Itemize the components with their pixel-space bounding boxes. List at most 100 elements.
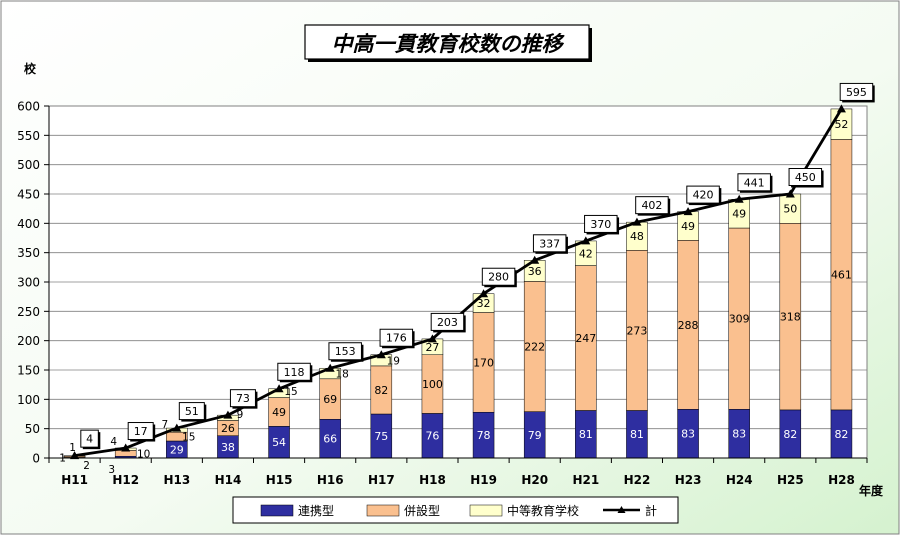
x-tick-label: H23 bbox=[675, 473, 702, 487]
legend-swatch-chuto bbox=[469, 504, 503, 517]
segment-label-heisetsu: 309 bbox=[729, 313, 750, 326]
x-tick-label: H25 bbox=[777, 473, 804, 487]
total-label: 280 bbox=[488, 271, 509, 284]
total-label-box bbox=[788, 168, 823, 186]
total-label-box bbox=[839, 82, 874, 101]
total-point-marker bbox=[427, 334, 437, 343]
total-point-marker bbox=[121, 443, 131, 452]
segment-label-renkei: 79 bbox=[528, 429, 542, 442]
segment-label-heisetsu: 288 bbox=[678, 319, 699, 332]
segment-label-chuto: 1 bbox=[69, 442, 76, 454]
total-point-marker bbox=[223, 410, 233, 419]
x-tick-label: H24 bbox=[726, 473, 753, 487]
total-label-box bbox=[532, 234, 567, 253]
segment-label-chuto: 48 bbox=[630, 230, 644, 243]
segment-label-chuto: 19 bbox=[387, 355, 400, 367]
total-point-marker bbox=[172, 423, 182, 432]
total-label: 73 bbox=[236, 392, 250, 405]
y-tick-label: 150 bbox=[17, 364, 40, 378]
total-point-marker bbox=[836, 104, 846, 113]
y-tick-label: 350 bbox=[17, 246, 40, 260]
legend-label-heisetsu: 併設型 bbox=[404, 503, 440, 518]
segment-label-heisetsu: 273 bbox=[626, 324, 647, 337]
segment-label-renkei: 38 bbox=[221, 441, 235, 454]
chart-title: 中高一貫教育校数の推移 bbox=[332, 32, 566, 56]
total-point-marker bbox=[376, 350, 386, 359]
total-point-marker bbox=[734, 194, 744, 203]
total-label: 370 bbox=[590, 218, 611, 231]
segment-label-chuto: 49 bbox=[681, 220, 695, 233]
segment-label-renkei: 29 bbox=[170, 443, 184, 456]
y-tick-label: 600 bbox=[17, 100, 40, 114]
total-label: 337 bbox=[539, 237, 560, 250]
total-label: 441 bbox=[744, 176, 765, 189]
segment-label-chuto: 15 bbox=[284, 386, 297, 398]
segment-label-renkei: 82 bbox=[834, 428, 848, 441]
total-label-box bbox=[686, 185, 720, 204]
x-tick-label: H12 bbox=[112, 473, 139, 487]
y-tick-label: 250 bbox=[17, 305, 40, 319]
total-label: 203 bbox=[437, 316, 458, 329]
total-point-marker bbox=[325, 363, 335, 372]
total-label: 595 bbox=[846, 86, 867, 99]
segment-label-chuto: 27 bbox=[425, 341, 439, 354]
total-label-box bbox=[481, 267, 516, 286]
segment-label-heisetsu: 10 bbox=[137, 448, 150, 460]
segment-label-renkei: 3 bbox=[108, 464, 115, 476]
segment-label-renkei: 83 bbox=[732, 428, 746, 441]
legend-label-renkei: 連携型 bbox=[298, 503, 334, 518]
total-label: 402 bbox=[641, 199, 662, 212]
total-label-box bbox=[430, 312, 465, 331]
y-tick-label: 450 bbox=[17, 188, 40, 202]
legend-swatch-renkei bbox=[260, 504, 294, 517]
segment-label-heisetsu: 82 bbox=[374, 384, 388, 397]
total-label: 450 bbox=[795, 171, 816, 184]
y-tick-label: 200 bbox=[17, 334, 40, 348]
x-axis: H11 H12 H13 H14 H15 H16 H17 H18 H19 H20 H21 H22 H23 H… bbox=[48, 457, 868, 487]
x-tick-label: H14 bbox=[215, 473, 242, 487]
segment-label-renkei: 82 bbox=[783, 428, 797, 441]
total-label: 17 bbox=[134, 425, 148, 438]
segment-label-renkei: 54 bbox=[272, 436, 286, 449]
segment-label-chuto: 36 bbox=[528, 265, 542, 278]
segment-label-chuto: 18 bbox=[336, 369, 349, 381]
legend-swatch-heisetsu bbox=[366, 504, 400, 517]
x-tick-label: H19 bbox=[470, 473, 497, 487]
x-tick-label: H20 bbox=[521, 473, 548, 487]
total-label-box bbox=[277, 362, 311, 381]
x-tick-label: H28 bbox=[828, 473, 855, 487]
segment-label-renkei: 81 bbox=[579, 428, 593, 441]
total-label: 4 bbox=[86, 433, 93, 446]
y-tick-label: 0 bbox=[32, 452, 40, 466]
x-tick-label: H17 bbox=[368, 473, 395, 487]
total-label: 420 bbox=[693, 189, 714, 202]
segment-label-heisetsu: 69 bbox=[323, 393, 337, 406]
total-label: 118 bbox=[284, 366, 305, 379]
total-label-box bbox=[127, 422, 154, 441]
x-tick-label: H11 bbox=[61, 473, 88, 487]
total-label-box bbox=[80, 429, 99, 448]
segment-label-heisetsu: 318 bbox=[780, 311, 801, 324]
total-label-box bbox=[178, 402, 205, 421]
total-point-marker bbox=[632, 217, 642, 226]
total-label-box bbox=[379, 328, 414, 347]
total-point-marker bbox=[785, 189, 795, 198]
x-tick-label: H22 bbox=[624, 473, 651, 487]
total-label-box bbox=[328, 342, 362, 361]
total-point-marker bbox=[274, 384, 284, 393]
legend: 連携型 併設型 中等教育学校 計 bbox=[232, 496, 679, 524]
segment-label-chuto: 49 bbox=[732, 208, 746, 221]
segment-labels: 1213104291573826954491566691875821976100… bbox=[59, 118, 852, 476]
y-tick-label: 50 bbox=[25, 422, 40, 436]
total-label: 176 bbox=[386, 332, 407, 345]
x-tick-label: H21 bbox=[572, 473, 599, 487]
segment-label-chuto: 7 bbox=[161, 419, 168, 431]
x-tick-label: H15 bbox=[266, 473, 293, 487]
total-label-box bbox=[584, 214, 618, 233]
legend-label-chuto: 中等教育学校 bbox=[507, 503, 579, 518]
total-point-marker bbox=[530, 255, 540, 264]
segment-label-renkei: 83 bbox=[681, 428, 695, 441]
segment-label-chuto: 4 bbox=[110, 436, 117, 448]
segment-label-renkei: 81 bbox=[630, 428, 644, 441]
